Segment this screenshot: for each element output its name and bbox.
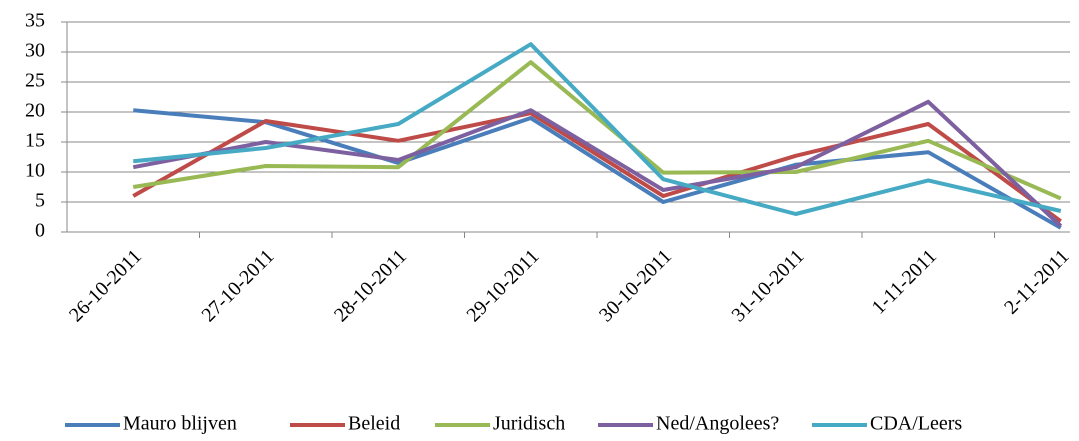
series-line <box>132 111 1062 223</box>
legend-label: Ned/Angolees? <box>656 413 779 435</box>
x-tick-label: 29-10-2011 <box>463 245 544 326</box>
y-tick-label: 10 <box>25 160 45 182</box>
x-tick-label: 28-10-2011 <box>330 245 411 326</box>
x-tick-label: 27-10-2011 <box>198 245 279 326</box>
series-line <box>133 42 1062 216</box>
x-tick-label: 31-10-2011 <box>728 245 809 326</box>
series-line <box>132 60 1062 201</box>
x-tick-label: 1-11-2011 <box>868 245 941 318</box>
x-tick-label: 2-11-2011 <box>1000 245 1073 318</box>
series-line <box>133 108 1062 230</box>
y-tick-label: 5 <box>35 190 45 212</box>
legend-label: Juridisch <box>493 413 565 435</box>
x-tick-label: 26-10-2011 <box>65 245 146 326</box>
legend-label: CDA/Leers <box>870 413 962 435</box>
y-tick-label: 25 <box>25 70 45 92</box>
legend-label: Beleid <box>348 413 400 435</box>
y-tick-label: 30 <box>25 40 45 62</box>
y-tick-label: 20 <box>25 100 45 122</box>
y-tick-label: 0 <box>35 220 45 242</box>
y-tick-label: 35 <box>25 10 45 32</box>
y-tick-label: 15 <box>25 130 45 152</box>
x-tick-label: 30-10-2011 <box>595 245 676 326</box>
legend-label: Mauro blijven <box>123 413 237 435</box>
